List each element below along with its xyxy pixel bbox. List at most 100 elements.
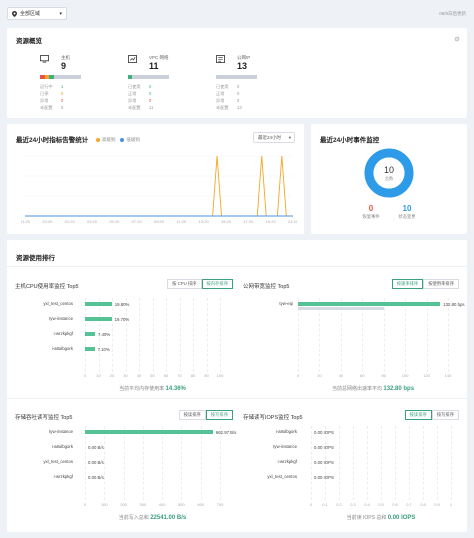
legend-high-dot <box>96 138 101 142</box>
ranking-card: 资源使用排行 主机CPU使用率监控 Top5 按 CPU 排序 按内存排序 0 10 20… <box>7 240 467 532</box>
grid-line <box>104 426 106 500</box>
bar-category-label: yxl_test_centos <box>43 459 73 464</box>
grid-line <box>181 426 183 500</box>
bar-mark[interactable] <box>85 332 95 336</box>
sort-toggle[interactable]: 按写排序 <box>205 410 233 420</box>
x-tick-label: 19:20 <box>266 219 277 224</box>
panel-title: 公网带宽监控 Top5 <box>243 284 290 290</box>
resource-stat-value: 8 <box>61 91 64 96</box>
events-card: 最近24小时事件监控 10 总数 0 恢复事件 10 状态变更 <box>311 124 467 234</box>
resource-stat-row: 已使用 0 <box>216 84 256 90</box>
x-tick-label: 0 <box>296 373 300 378</box>
bar-track <box>298 307 384 310</box>
x-tick-label: 20 <box>109 373 115 378</box>
bar-value-label: 0.00 IOPS <box>314 474 334 480</box>
resource-stat-label: 正常 <box>128 91 137 96</box>
x-tick-label: 60 <box>360 373 365 378</box>
bar-category-label: yxl_test_centos <box>267 474 297 479</box>
x-tick-label: 0.4 <box>364 502 370 507</box>
x-tick-label: 100 <box>401 373 409 378</box>
region-selector[interactable]: 全部区域 ▾ <box>7 7 67 20</box>
sort-toggle[interactable]: 按使用率排序 <box>423 279 459 289</box>
update-note: 08/8日后更新 <box>439 11 466 16</box>
x-tick-label: 1 <box>449 502 453 507</box>
resource-status-bar <box>40 75 81 79</box>
legend-low-dot <box>120 138 125 142</box>
bar-category-label: i-a8ulbgork <box>275 429 297 434</box>
x-tick-label: 13:20 <box>199 219 210 224</box>
resource-stat-value: 13 <box>237 105 242 110</box>
bar-value-label: 0.00 IOPS <box>314 444 334 450</box>
average-value: 132.80 bps <box>383 386 415 392</box>
overview-title: 资源概览 <box>16 38 42 45</box>
panel-divider <box>7 398 467 399</box>
sort-toggle[interactable]: 按 CPU 排序 <box>167 279 202 289</box>
x-tick-label: 700 <box>216 502 224 507</box>
bar-mark[interactable] <box>85 302 112 306</box>
resource-stat-row: 异常 0 <box>128 98 168 104</box>
sort-toggle[interactable]: 按读排序 <box>178 410 206 420</box>
grid-line <box>311 426 312 500</box>
grid-line <box>362 298 364 372</box>
resource-bar-segment <box>49 75 54 79</box>
resource-status-bar <box>128 75 169 79</box>
bar-mark[interactable] <box>85 430 213 434</box>
x-tick-label: 23:20 <box>42 219 53 224</box>
resource-stat-row: 已停 8 <box>40 91 80 97</box>
event-recover-label: 恢复事件 <box>362 214 380 219</box>
events-donut <box>364 148 414 198</box>
sort-toggle[interactable]: 按内存排序 <box>201 279 233 289</box>
x-tick-label: 80 <box>381 373 386 378</box>
bar-value-label: 132.80 bps <box>443 301 465 307</box>
sort-toggle[interactable]: 按读排序 <box>404 410 432 420</box>
bar-mark[interactable] <box>298 302 441 306</box>
time-range-select[interactable]: 最近24小时 ▾ <box>253 132 295 143</box>
grid-line <box>437 426 438 500</box>
events-total-label: 总数 <box>384 176 394 181</box>
grid-line <box>220 298 221 372</box>
grid-line <box>139 298 140 372</box>
x-tick-label: 90 <box>204 373 209 378</box>
grid-line <box>123 426 125 500</box>
grid-line <box>395 426 396 500</box>
resource-stat-value: 0 <box>61 105 64 110</box>
event-state-count: 10 <box>402 204 412 213</box>
x-tick-label: 0.9 <box>434 502 440 507</box>
events-total: 10 <box>383 165 394 175</box>
grid-line <box>448 298 449 372</box>
gear-icon[interactable] <box>454 36 460 42</box>
overview-card: 资源概览 主机 9 运行中 1 已停 8 异常 0 未配置 0 VPC 网络 11 已使用 0 正… <box>7 28 467 118</box>
grid-line <box>325 426 326 500</box>
resource-stat-value: 0 <box>149 84 152 89</box>
resource-name: 主机 <box>61 55 70 60</box>
resource-bar-segment <box>44 75 49 79</box>
average-value: 14.36% <box>165 386 186 392</box>
resource-stat-value: 0 <box>61 98 64 103</box>
resource-stat-value: 1 <box>61 84 64 89</box>
x-tick-label: 0 <box>83 502 87 507</box>
x-tick-label: 21:20 <box>21 219 31 224</box>
panel-average: 当前读 IOPS 总和 0.00 IOPS <box>347 514 416 521</box>
grid-line <box>339 426 340 500</box>
legend-low[interactable]: 低级别 <box>120 137 140 143</box>
x-tick-label: 09:20 <box>154 219 165 224</box>
grid-line <box>367 426 368 500</box>
resource-stat-label: 已停 <box>40 91 49 96</box>
x-tick-label: 40 <box>136 373 142 378</box>
grid-line <box>451 426 452 500</box>
x-tick-label: 300 <box>139 502 147 507</box>
bar-mark[interactable] <box>85 347 95 351</box>
sort-toggle[interactable]: 按写排序 <box>431 410 459 420</box>
resource-name: VPC 网络 <box>149 55 169 60</box>
bar-mark[interactable] <box>85 317 112 321</box>
grid-line <box>426 298 428 372</box>
legend-high[interactable]: 高级别 <box>96 137 116 143</box>
resource-stat-row: 已使用 0 <box>128 84 168 90</box>
average-value: 22541.00 B/s <box>150 515 187 521</box>
bar-value-label: 0.00 B/s <box>88 474 104 480</box>
sort-toggle[interactable]: 按速率排序 <box>391 279 424 289</box>
x-tick-label: 0.6 <box>392 502 398 507</box>
resource-name: 公网IP <box>237 55 251 60</box>
vpc-icon <box>128 55 137 63</box>
donut-slice-state-change <box>364 148 414 198</box>
